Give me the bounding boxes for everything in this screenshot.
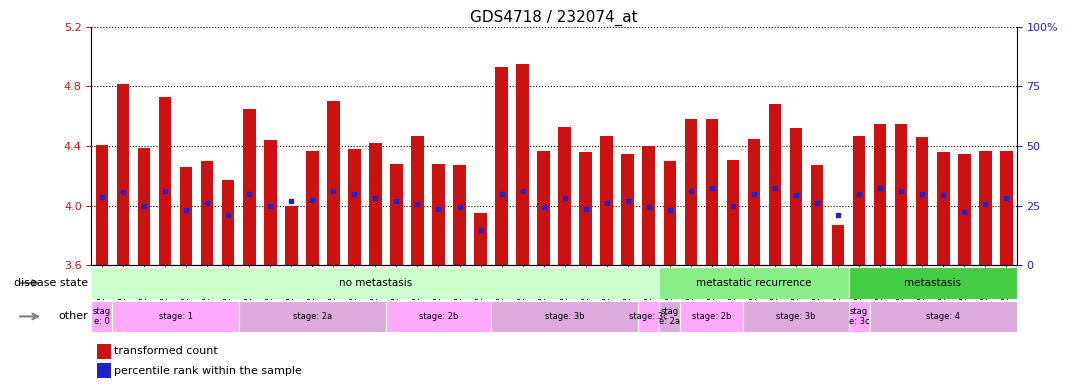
Bar — [138, 147, 151, 265]
Text: stag
e: 2a: stag e: 2a — [660, 307, 680, 326]
Bar — [433, 164, 444, 265]
Text: stage: 3b: stage: 3b — [776, 312, 816, 321]
Text: metastasis: metastasis — [904, 278, 961, 288]
Text: transformed count: transformed count — [114, 346, 217, 356]
Bar — [958, 154, 971, 265]
Bar — [113, 301, 239, 332]
Bar — [600, 136, 613, 265]
Bar — [660, 267, 849, 299]
Bar — [264, 140, 277, 265]
Bar — [495, 67, 508, 265]
Bar — [1000, 151, 1013, 265]
Bar — [239, 301, 386, 332]
Bar — [853, 136, 865, 265]
Text: stag
e: 3c: stag e: 3c — [849, 307, 869, 326]
Bar — [849, 267, 1017, 299]
Bar — [369, 143, 382, 265]
Text: other: other — [58, 311, 88, 321]
Title: GDS4718 / 232074_at: GDS4718 / 232074_at — [470, 9, 638, 25]
Bar — [201, 161, 213, 265]
Bar — [810, 166, 823, 265]
Text: stage: 3b: stage: 3b — [544, 312, 584, 321]
Bar — [91, 267, 660, 299]
Bar — [895, 124, 907, 265]
Bar — [706, 119, 718, 265]
Bar — [916, 137, 929, 265]
Bar — [684, 119, 697, 265]
Text: stage: 2b: stage: 2b — [692, 312, 732, 321]
Bar — [411, 136, 424, 265]
Text: stage: 4: stage: 4 — [926, 312, 960, 321]
Bar — [622, 154, 634, 265]
Bar — [642, 146, 655, 265]
Bar — [849, 301, 869, 332]
Text: metastatic recurrence: metastatic recurrence — [696, 278, 811, 288]
Text: stage: 1: stage: 1 — [158, 312, 193, 321]
Bar — [391, 164, 402, 265]
Bar — [726, 159, 739, 265]
Bar — [243, 109, 255, 265]
Bar — [285, 206, 298, 265]
Text: stage: 3c: stage: 3c — [629, 312, 668, 321]
Bar — [869, 301, 1017, 332]
Bar — [768, 104, 781, 265]
Bar — [491, 301, 638, 332]
Bar — [937, 152, 949, 265]
Bar — [475, 213, 486, 265]
Text: stage: 2b: stage: 2b — [419, 312, 458, 321]
Bar — [306, 151, 318, 265]
Bar — [660, 301, 680, 332]
Bar — [96, 145, 109, 265]
Bar — [832, 225, 845, 265]
Bar — [874, 124, 887, 265]
Bar — [558, 127, 571, 265]
Bar — [159, 97, 171, 265]
Bar — [116, 83, 129, 265]
Bar — [664, 161, 676, 265]
Text: disease state: disease state — [14, 278, 88, 288]
Bar — [327, 101, 340, 265]
Bar — [680, 301, 744, 332]
Bar — [348, 149, 360, 265]
Bar — [516, 64, 529, 265]
Text: stage: 2a: stage: 2a — [293, 312, 331, 321]
Bar — [222, 180, 235, 265]
Text: stag
e: 0: stag e: 0 — [93, 307, 111, 326]
Bar — [748, 139, 761, 265]
Text: no metastasis: no metastasis — [339, 278, 412, 288]
Bar — [579, 152, 592, 265]
Bar — [537, 151, 550, 265]
Bar — [180, 167, 193, 265]
Bar — [744, 301, 849, 332]
Bar — [979, 151, 992, 265]
Bar — [386, 301, 491, 332]
Bar — [91, 301, 113, 332]
Text: percentile rank within the sample: percentile rank within the sample — [114, 366, 302, 376]
Bar — [453, 166, 466, 265]
Bar — [638, 301, 660, 332]
Bar — [790, 128, 803, 265]
